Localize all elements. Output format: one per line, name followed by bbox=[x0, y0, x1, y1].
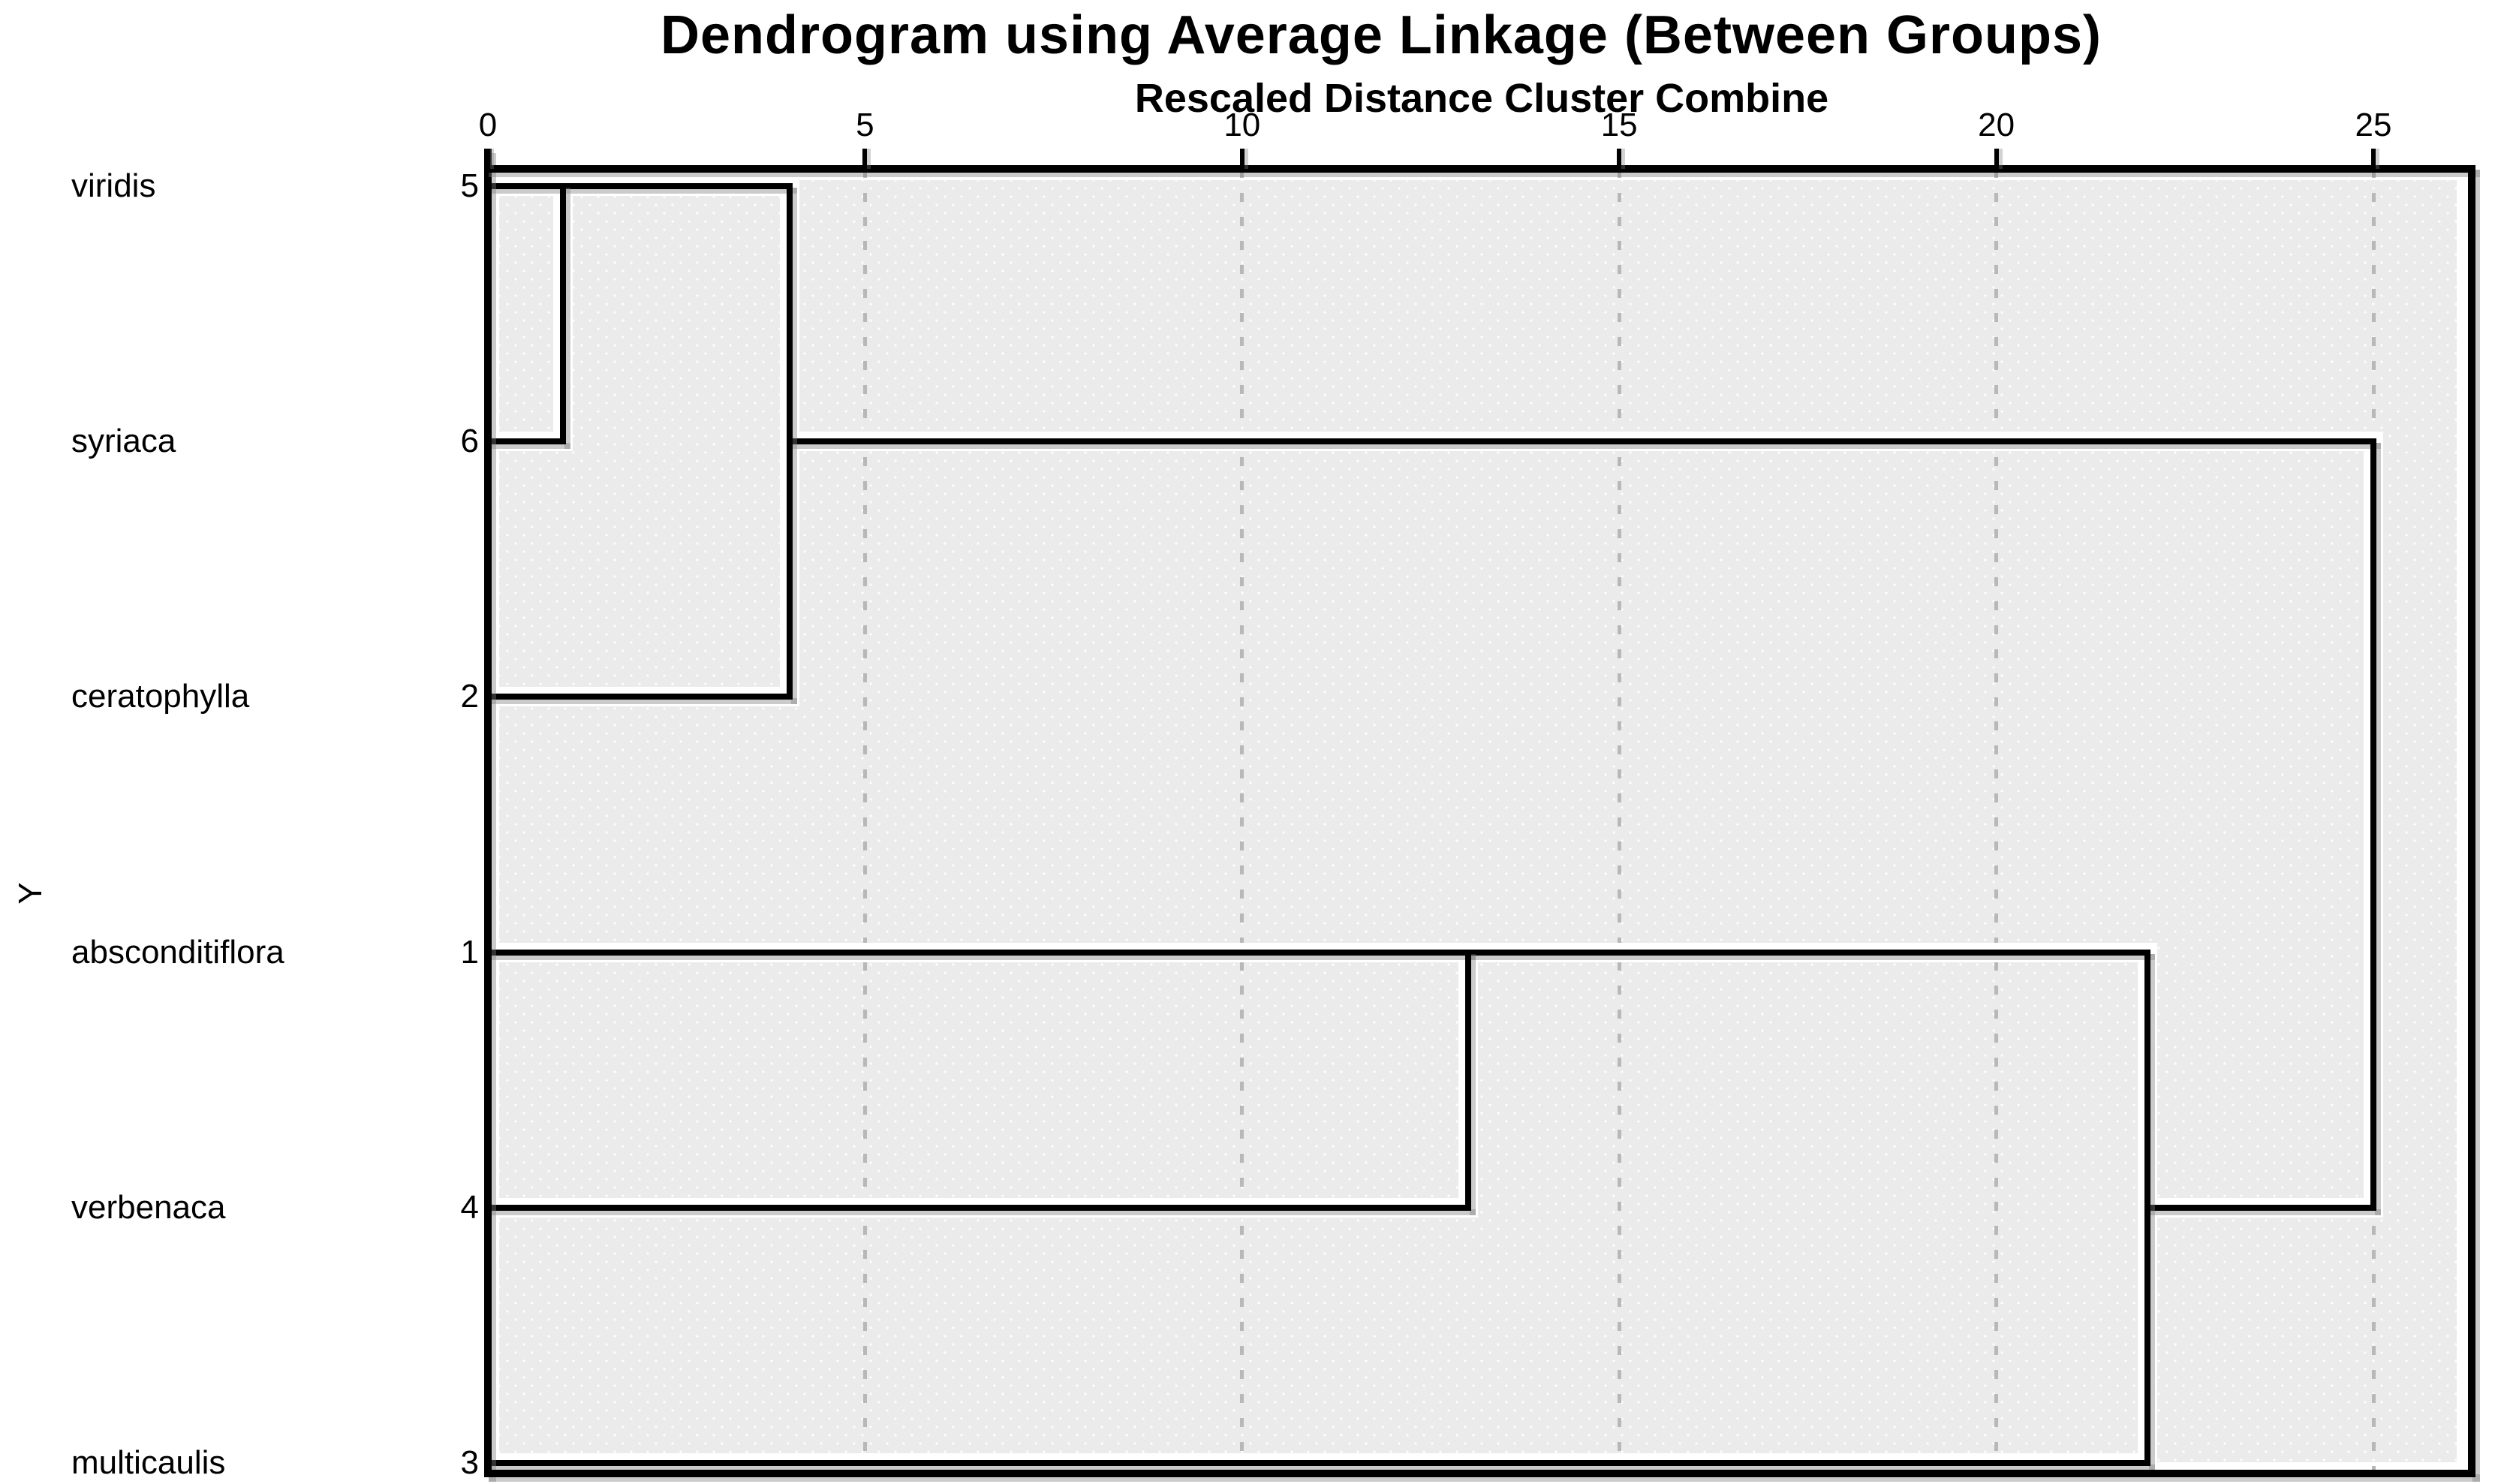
gridline bbox=[1617, 169, 1621, 1473]
x-axis-tick-mark bbox=[486, 149, 490, 169]
x-axis-tick-label: 15 bbox=[1600, 107, 1638, 143]
dendrogram-link-line bbox=[485, 949, 1472, 956]
x-axis-tick-label: 5 bbox=[856, 107, 874, 143]
dendrogram-merge-line bbox=[1465, 949, 1472, 1211]
row-label: multicaulis bbox=[71, 1444, 226, 1481]
plot-top-border bbox=[484, 165, 2475, 173]
gridline bbox=[1240, 169, 1244, 1473]
case-number-label: 3 bbox=[460, 1444, 479, 1481]
dendrogram-merge-line bbox=[2370, 438, 2376, 1211]
dendrogram-link-line bbox=[485, 1460, 2150, 1466]
dendrogram-link-line bbox=[2144, 1204, 2376, 1211]
plot-dot-pattern bbox=[499, 180, 2457, 1462]
x-axis-tick-mark bbox=[1617, 149, 1622, 169]
x-axis-tick-mark bbox=[1994, 149, 1999, 169]
dendrogram-link-line bbox=[485, 438, 567, 445]
row-label: ceratophylla bbox=[71, 678, 250, 715]
gridline bbox=[862, 169, 867, 1473]
case-number-label: 6 bbox=[460, 423, 479, 460]
row-label: viridis bbox=[71, 167, 156, 204]
gridline bbox=[1994, 169, 1999, 1473]
dendrogram-merge-line bbox=[560, 183, 567, 445]
plot-right-border bbox=[2468, 165, 2475, 1477]
dendrogram-merge-line bbox=[2144, 949, 2150, 1466]
x-axis-tick-mark bbox=[1239, 149, 1244, 169]
row-label: verbenaca bbox=[71, 1188, 226, 1226]
x-axis-tick-label: 10 bbox=[1223, 107, 1261, 143]
case-number-label: 5 bbox=[460, 167, 479, 204]
dendrogram-merge-line bbox=[786, 183, 793, 700]
case-number-label: 4 bbox=[460, 1188, 479, 1226]
dendrogram-link-line bbox=[485, 1204, 1472, 1211]
y-axis-label: Y bbox=[12, 882, 49, 905]
x-axis-tick-mark bbox=[2371, 149, 2376, 169]
row-label: syriaca bbox=[71, 423, 176, 460]
plot-bottom-border bbox=[484, 1470, 2475, 1477]
case-number-label: 2 bbox=[460, 678, 479, 715]
dendrogram-link-line bbox=[485, 694, 793, 700]
dendrogram-link-line bbox=[786, 438, 2376, 445]
row-label: absconditiflora bbox=[71, 933, 284, 971]
plot-left-axis-line bbox=[484, 149, 492, 1477]
x-axis-tick-mark bbox=[862, 149, 868, 169]
chart-subtitle: Rescaled Distance Cluster Combine bbox=[1134, 76, 1829, 121]
x-axis-tick-label: 25 bbox=[2355, 107, 2392, 143]
dendrogram-link-line bbox=[1465, 949, 2150, 956]
case-number-label: 1 bbox=[460, 933, 479, 971]
dendrogram-link-line bbox=[485, 183, 793, 189]
x-axis-tick-label: 20 bbox=[1978, 107, 2015, 143]
x-axis-tick-label: 0 bbox=[478, 107, 498, 143]
plot-background bbox=[492, 173, 2464, 1470]
chart-title: Dendrogram using Average Linkage (Betwee… bbox=[660, 5, 2102, 65]
